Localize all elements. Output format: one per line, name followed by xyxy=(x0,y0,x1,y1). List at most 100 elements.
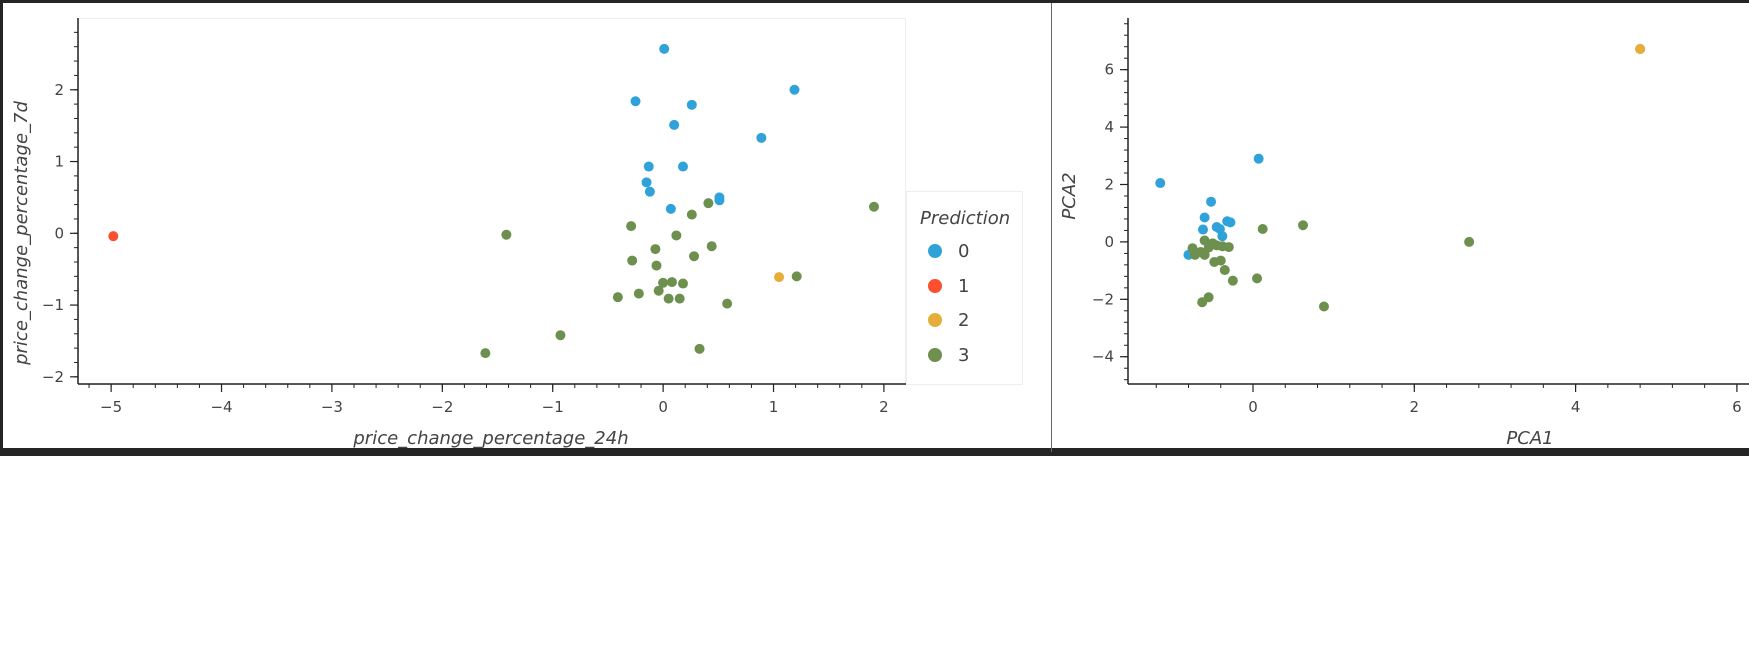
legend-item-2[interactable]: 2 xyxy=(928,310,969,331)
data-point-cluster-3[interactable] xyxy=(651,260,662,271)
data-point-cluster-0[interactable] xyxy=(1206,196,1217,207)
x-tick-label: 2 xyxy=(879,398,889,416)
data-point-cluster-1[interactable] xyxy=(108,231,119,242)
data-point-cluster-0[interactable] xyxy=(1199,212,1210,223)
data-point-cluster-3[interactable] xyxy=(627,255,638,266)
frame-left-border xyxy=(0,0,3,456)
scatter-plot-price-change: −5 −4 −3 −2 −1 0 1 2 −2 −1 0 1 2 price_change_percen… xyxy=(11,18,906,449)
x-tick-label: −1 xyxy=(542,398,564,416)
data-point-cluster-3[interactable] xyxy=(612,292,623,303)
y-axis-title: price_change_percentage_7d xyxy=(11,101,32,366)
data-point-cluster-0[interactable] xyxy=(686,99,697,110)
data-point-cluster-0[interactable] xyxy=(789,84,800,95)
legend[interactable]: Prediction 0 1 2 3 xyxy=(906,191,1023,385)
data-point-cluster-0[interactable] xyxy=(677,161,688,172)
y-tick-label: −4 xyxy=(1092,348,1114,366)
axes: 0 2 4 6 −4 −2 0 2 4 6 xyxy=(1092,18,1749,416)
data-point-cluster-3[interactable] xyxy=(1252,273,1263,284)
data-point-cluster-3[interactable] xyxy=(694,343,705,354)
x-tick-label: −5 xyxy=(100,398,122,416)
legend-title: Prediction xyxy=(920,208,1010,229)
legend-item-1[interactable]: 1 xyxy=(928,276,969,297)
data-point-cluster-3[interactable] xyxy=(706,241,717,252)
y-tick-label: 4 xyxy=(1104,118,1114,136)
data-point-cluster-3[interactable] xyxy=(666,277,677,288)
data-point-cluster-3[interactable] xyxy=(1215,255,1226,266)
y-tick-label: 0 xyxy=(1104,233,1114,251)
data-point-cluster-3[interactable] xyxy=(1223,242,1234,253)
data-point-cluster-3[interactable] xyxy=(501,229,512,240)
data-point-cluster-0[interactable] xyxy=(659,43,670,54)
data-point-cluster-3[interactable] xyxy=(703,198,714,209)
data-point-cluster-3[interactable] xyxy=(1464,236,1475,247)
data-point-cluster-0[interactable] xyxy=(714,195,725,206)
y-tick-label: −1 xyxy=(42,296,64,314)
y-tick-label: 2 xyxy=(54,81,64,99)
legend-label-0: 0 xyxy=(958,241,969,262)
data-point-cluster-3[interactable] xyxy=(677,278,688,289)
data-point-cluster-0[interactable] xyxy=(669,119,680,130)
data-point-cluster-3[interactable] xyxy=(1318,301,1329,312)
data-point-cluster-0[interactable] xyxy=(1217,231,1228,242)
data-point-cluster-3[interactable] xyxy=(1219,265,1230,276)
legend-item-3[interactable]: 3 xyxy=(928,345,969,366)
y-tick-label: −2 xyxy=(1092,290,1114,308)
data-point-cluster-3[interactable] xyxy=(674,293,685,304)
data-point-cluster-3[interactable] xyxy=(868,201,879,212)
legend-swatch-1 xyxy=(928,279,942,293)
y-tick-label: 6 xyxy=(1104,61,1114,79)
y-tick-label: 2 xyxy=(1104,175,1114,193)
data-point-cluster-0[interactable] xyxy=(644,186,655,197)
data-point-cluster-0[interactable] xyxy=(630,96,641,107)
data-point-cluster-0[interactable] xyxy=(1225,217,1236,228)
data-point-cluster-3[interactable] xyxy=(480,348,491,359)
x-tick-label: −3 xyxy=(321,398,343,416)
data-point-cluster-0[interactable] xyxy=(665,203,676,214)
data-point-cluster-3[interactable] xyxy=(626,221,637,232)
data-point-cluster-3[interactable] xyxy=(653,285,664,296)
data-point-cluster-3[interactable] xyxy=(650,244,661,255)
frame-bottom-border xyxy=(0,448,1749,456)
data-point-cluster-3[interactable] xyxy=(1298,220,1309,231)
x-tick-label: 2 xyxy=(1410,398,1420,416)
data-point-cluster-0[interactable] xyxy=(1155,178,1166,189)
data-point-cluster-3[interactable] xyxy=(633,288,644,299)
x-tick-label: −4 xyxy=(210,398,232,416)
legend-swatch-3 xyxy=(928,348,942,362)
data-point-cluster-3[interactable] xyxy=(658,277,669,288)
x-axis-title: PCA1 xyxy=(1506,428,1553,449)
data-point-cluster-0[interactable] xyxy=(756,132,767,143)
x-tick-label: −2 xyxy=(431,398,453,416)
axes: −5 −4 −3 −2 −1 0 1 2 −2 −1 0 1 2 xyxy=(42,18,906,416)
frame-top-border xyxy=(0,0,1749,3)
data-point-cluster-0[interactable] xyxy=(1253,153,1264,164)
legend-box xyxy=(906,191,1023,385)
data-point-cluster-0[interactable] xyxy=(1198,224,1209,235)
legend-item-0[interactable]: 0 xyxy=(928,241,969,262)
data-points xyxy=(108,43,879,359)
data-point-cluster-3[interactable] xyxy=(689,251,700,262)
data-point-cluster-3[interactable] xyxy=(1189,249,1200,260)
legend-swatch-2 xyxy=(928,313,942,327)
data-point-cluster-0[interactable] xyxy=(641,177,652,188)
data-point-cluster-3[interactable] xyxy=(1197,297,1208,308)
data-point-cluster-3[interactable] xyxy=(1227,275,1238,286)
data-point-cluster-2[interactable] xyxy=(1635,44,1646,55)
data-point-cluster-3[interactable] xyxy=(791,271,802,282)
data-point-cluster-3[interactable] xyxy=(722,298,733,309)
data-point-cluster-3[interactable] xyxy=(1199,249,1210,260)
y-tick-label: −2 xyxy=(42,368,64,386)
data-points xyxy=(1155,44,1646,312)
figure-frame xyxy=(0,0,1749,456)
data-point-cluster-3[interactable] xyxy=(663,293,674,304)
data-point-cluster-3[interactable] xyxy=(686,209,697,220)
data-point-cluster-3[interactable] xyxy=(1257,223,1268,234)
data-point-cluster-0[interactable] xyxy=(643,161,654,172)
y-axis-title: PCA2 xyxy=(1059,172,1080,219)
y-tick-label: 0 xyxy=(54,224,64,242)
data-point-cluster-2[interactable] xyxy=(774,272,785,283)
data-point-cluster-3[interactable] xyxy=(671,230,682,241)
data-point-cluster-3[interactable] xyxy=(555,330,566,341)
x-tick-label: 4 xyxy=(1571,398,1581,416)
